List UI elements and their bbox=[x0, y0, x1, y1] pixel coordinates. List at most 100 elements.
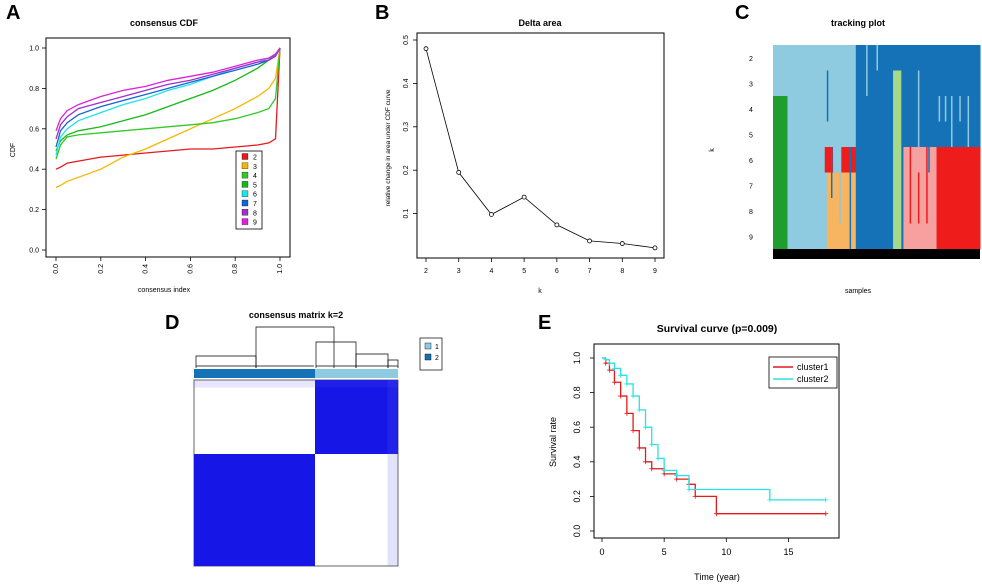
chart-c-track-segment bbox=[893, 70, 902, 97]
chart-c-row-label: 4 bbox=[749, 107, 753, 114]
chart-c-track-segment bbox=[855, 121, 894, 148]
chart-a-legend-label: 4 bbox=[253, 173, 257, 180]
chart-e-xlabel: Time (year) bbox=[694, 572, 740, 582]
chart-e-censor-mark bbox=[655, 455, 661, 461]
chart-c-track-segment bbox=[903, 172, 938, 199]
chart-c-track-segment bbox=[901, 147, 904, 173]
chart-a-legend-label: 7 bbox=[253, 201, 257, 208]
chart-e-censor-mark bbox=[643, 459, 649, 465]
chart-c-xlabel: samples bbox=[845, 288, 872, 295]
chart-e-censor-mark bbox=[618, 393, 624, 399]
chart-c-track-segment bbox=[903, 198, 938, 224]
chart-c-stripe bbox=[897, 147, 899, 224]
chart-a-legend-swatch bbox=[241, 218, 249, 225]
chart-a-ytick-label: 0.6 bbox=[29, 126, 39, 133]
chart-d-cluster1-bar bbox=[315, 369, 398, 378]
delta-area-chart: Delta area k relative change in area und… bbox=[385, 18, 665, 295]
chart-c-track-segment bbox=[773, 147, 788, 173]
chart-a-legend-swatch bbox=[241, 153, 249, 160]
chart-c-track-segment bbox=[773, 172, 788, 199]
chart-d-legend-label-1: 1 bbox=[435, 344, 439, 351]
chart-b-xtick-label: 9 bbox=[653, 268, 657, 275]
panel-label-c: C bbox=[735, 2, 750, 24]
chart-c-stripe bbox=[826, 70, 829, 122]
chart-e-censor-mark bbox=[767, 497, 773, 503]
chart-a-legend-label: 6 bbox=[253, 192, 257, 199]
panel-label-b: B bbox=[375, 2, 390, 24]
chart-b-point bbox=[489, 212, 494, 217]
chart-c-track-segment bbox=[901, 121, 981, 148]
chart-c-track-segment bbox=[855, 70, 894, 97]
chart-b-point bbox=[456, 169, 462, 175]
chart-e-censor-mark bbox=[630, 428, 636, 434]
chart-c-stripe bbox=[967, 96, 970, 147]
chart-a-legend-swatch bbox=[241, 162, 249, 169]
chart-c-track-segment bbox=[826, 223, 857, 250]
chart-d-title: consensus matrix k=2 bbox=[249, 310, 343, 320]
chart-b-xtick-label: 3 bbox=[457, 268, 461, 275]
chart-b-ytick-label: 0.3 bbox=[403, 122, 410, 132]
chart-a-ytick-label: 0.2 bbox=[29, 207, 39, 214]
chart-a-legend-label: 2 bbox=[253, 155, 257, 162]
chart-a-legend-swatch bbox=[241, 171, 249, 179]
chart-e-ytick-label: 0.8 bbox=[572, 386, 582, 399]
chart-c-track-segment bbox=[936, 147, 981, 173]
chart-c-track-segment bbox=[901, 70, 981, 97]
chart-d-block-top-right bbox=[315, 380, 398, 454]
chart-e-censor-mark bbox=[823, 511, 829, 517]
chart-e-censor-mark bbox=[606, 367, 612, 373]
chart-e-censor-mark bbox=[603, 357, 609, 363]
chart-c-track-segment bbox=[826, 198, 857, 224]
chart-c-track-segment bbox=[773, 45, 857, 71]
chart-a-series-line-k8 bbox=[55, 47, 281, 140]
consensus-cdf-chart: consensus CDF consensus index CDF 0.0 0.2… bbox=[10, 18, 291, 294]
chart-d-dendrogram bbox=[195, 326, 399, 368]
chart-c-track-segment bbox=[901, 198, 904, 224]
chart-c-track-segment bbox=[773, 96, 788, 122]
chart-c-ylabel: k bbox=[709, 148, 716, 152]
chart-c-stripe bbox=[917, 172, 920, 224]
chart-e-title: Survival curve (p=0.009) bbox=[657, 323, 778, 335]
chart-b-xlabel: k bbox=[538, 288, 542, 295]
chart-a-xtick-label: 0.2 bbox=[98, 264, 105, 274]
chart-a-legend-label: 3 bbox=[253, 164, 257, 171]
chart-a-legend-swatch bbox=[241, 209, 249, 216]
chart-c-track-segment bbox=[787, 121, 857, 148]
chart-c-row-label: 2 bbox=[749, 56, 753, 63]
chart-a-series-line-k2 bbox=[55, 47, 281, 170]
chart-c-track-segment bbox=[855, 223, 894, 250]
chart-c-row-label: 6 bbox=[749, 158, 753, 165]
chart-e-xtick-label: 10 bbox=[721, 547, 731, 557]
chart-a-legend-label: 9 bbox=[253, 220, 257, 227]
chart-e-ytick-label: 0.2 bbox=[572, 490, 582, 503]
chart-a-legend-swatch bbox=[241, 190, 249, 197]
chart-c-track-segment bbox=[773, 121, 788, 148]
chart-c-stripe bbox=[866, 45, 868, 96]
chart-c-track-segment bbox=[833, 147, 842, 173]
chart-e-ytick-label: 1.0 bbox=[572, 352, 582, 365]
chart-c-stripe bbox=[944, 96, 947, 122]
chart-c-row-label: 3 bbox=[749, 81, 753, 88]
panel-label-d: D bbox=[165, 312, 180, 334]
chart-c-track-segment bbox=[855, 172, 894, 199]
consensus-matrix-chart: consensus matrix k=2 1 2 bbox=[193, 310, 443, 567]
chart-b-plot-frame bbox=[416, 32, 665, 259]
chart-b-ytick-label: 0.5 bbox=[403, 35, 410, 45]
chart-e-ytick-label: 0.0 bbox=[572, 525, 582, 538]
chart-b-xtick-label: 2 bbox=[424, 268, 428, 275]
panel-label-a: A bbox=[6, 2, 21, 24]
chart-b-delta-line bbox=[425, 48, 656, 249]
chart-a-xtick-label: 0.8 bbox=[232, 264, 239, 274]
dendro-left-branch bbox=[195, 355, 257, 368]
chart-e-xtick-label: 0 bbox=[599, 547, 604, 557]
chart-a-legend-label: 8 bbox=[253, 210, 257, 217]
chart-e-censor-mark bbox=[611, 379, 617, 385]
chart-b-point bbox=[587, 238, 592, 244]
chart-c-track-segment bbox=[855, 198, 894, 224]
chart-e-censor-mark bbox=[624, 410, 630, 416]
chart-c-track-segment bbox=[773, 70, 857, 97]
chart-c-row-label: 7 bbox=[749, 183, 753, 190]
chart-c-stripe bbox=[959, 96, 961, 122]
chart-c-stripe bbox=[928, 96, 930, 173]
